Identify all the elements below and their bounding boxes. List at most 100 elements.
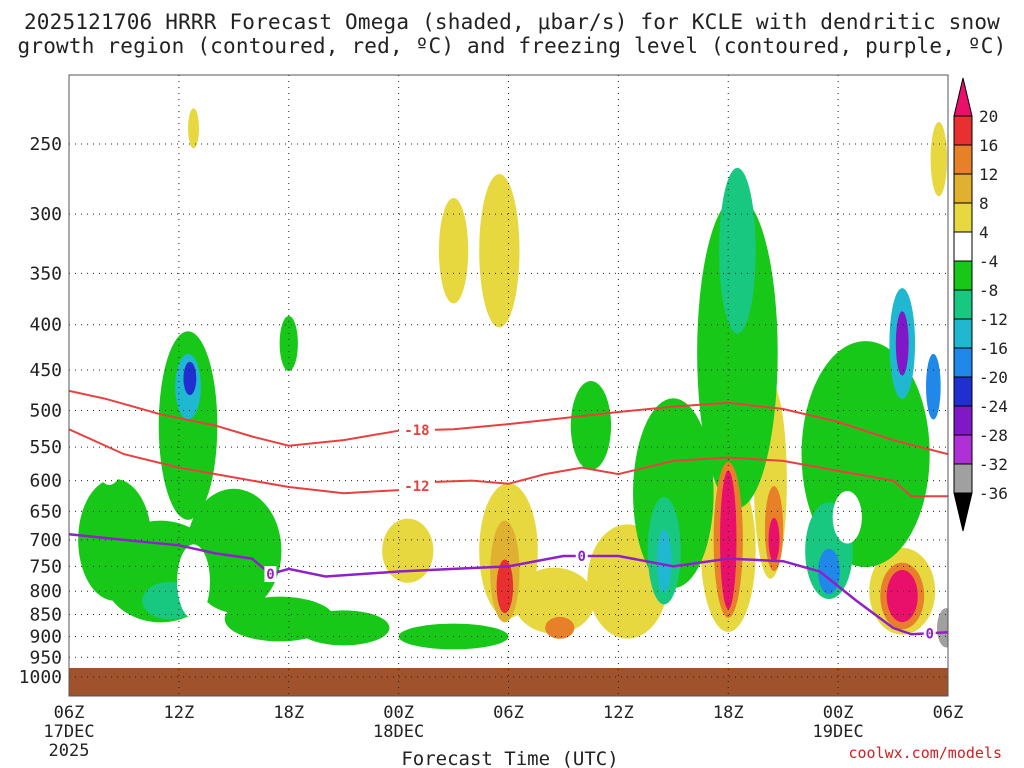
- colorbar-swatch-2: [953, 173, 973, 204]
- omega-region-37: [768, 517, 780, 562]
- x-tick-label-8: 06Z: [933, 703, 964, 723]
- colorbar-label-5: -4: [979, 252, 998, 271]
- colorbar-label-13: -36: [979, 484, 1008, 503]
- chart-title-line-2: growth region (contoured, red, ºC) and f…: [17, 34, 1007, 58]
- credit-link[interactable]: coolwx.com/models: [848, 744, 1002, 762]
- freezing-label-bg-0: [264, 566, 277, 583]
- x-tick-label-4: 06Z: [493, 703, 524, 723]
- dgz-label-1: -12: [404, 479, 429, 495]
- y-tick-label-700: 700: [29, 530, 62, 551]
- y-tick-label-850: 850: [29, 605, 62, 626]
- dgz-label-0: -18: [404, 423, 429, 439]
- freezing-level-contour: [69, 533, 948, 636]
- colorbar-swatch-3: [953, 202, 973, 233]
- y-tick-label-350: 350: [29, 263, 62, 284]
- omega-hole-2: [832, 490, 862, 544]
- omega-hole-1: [177, 544, 211, 619]
- x-tick-date-0: 17DEC: [43, 722, 94, 742]
- omega-region-10: [930, 121, 948, 197]
- y-tick-label-250: 250: [29, 134, 62, 155]
- y-tick-label-300: 300: [29, 204, 62, 225]
- omega-region-42: [895, 311, 909, 376]
- colorbar-label-4: 4: [979, 223, 989, 242]
- omega-region-1: [382, 518, 434, 583]
- plot-frame: [68, 74, 949, 697]
- omega-region-25: [545, 616, 575, 639]
- grid-lines: [68, 75, 949, 696]
- colorbar-swatch-4: [953, 231, 973, 262]
- omega-region-41: [183, 361, 197, 396]
- omega-region-40: [886, 569, 918, 623]
- omega-region-2: [479, 174, 520, 328]
- x-axis-label: Forecast Time (UTC): [401, 748, 618, 768]
- omega-region-33: [496, 559, 514, 614]
- omega-region-20: [570, 381, 612, 471]
- y-tick-label-400: 400: [29, 315, 62, 336]
- y-tick-label-650: 650: [29, 501, 62, 522]
- x-tick-label-0: 06Z: [54, 703, 85, 723]
- colorbar-swatch-5: [953, 260, 973, 291]
- colorbar-bottom-arrow: [953, 492, 973, 532]
- colorbar-label-2: 12: [979, 165, 998, 184]
- freezing-label-2: 0: [925, 626, 933, 642]
- chart-title-line-1: 2025121706 HRRR Forecast Omega (shaded, …: [23, 10, 1001, 34]
- contour-lines: [69, 389, 948, 636]
- x-tick-label-7: 00Z: [823, 703, 854, 723]
- colorbar-swatch-9: [953, 376, 973, 407]
- y-tick-label-750: 750: [29, 556, 62, 577]
- omega-region-39: [926, 353, 941, 420]
- colorbar-label-12: -32: [979, 455, 1008, 474]
- y-tick-label-800: 800: [29, 581, 62, 602]
- x-tick-year-0: 2025: [49, 741, 90, 761]
- colorbar-swatch-7: [953, 318, 973, 349]
- omega-region-16: [297, 610, 390, 646]
- y-tick-label-600: 600: [29, 471, 62, 492]
- y-axis: 2503003504004505005506006507007508008509…: [19, 134, 62, 688]
- y-tick-label-450: 450: [29, 360, 62, 381]
- colorbar-swatch-12: [953, 463, 973, 494]
- colorbar-label-6: -8: [979, 281, 998, 300]
- omega-hole-0: [94, 423, 124, 486]
- x-tick-label-6: 18Z: [713, 703, 744, 723]
- colorbar-label-7: -12: [979, 310, 1008, 329]
- y-tick-label-500: 500: [29, 401, 62, 422]
- omega-region-5: [513, 567, 595, 634]
- x-tick-date-7: 19DEC: [813, 722, 864, 742]
- colorbar: 20 16 12 8 4 -4 -8 -12 -16 -20 -24 -28 -32 -36: [953, 77, 1008, 532]
- colorbar-label-8: -16: [979, 339, 1008, 358]
- x-tick-date-3: 18DEC: [373, 722, 424, 742]
- colorbar-swatch-1: [953, 144, 973, 175]
- x-tick-label-2: 18Z: [273, 703, 304, 723]
- colorbar-top-arrow: [953, 77, 973, 117]
- colorbar-swatch-11: [953, 434, 973, 465]
- contour-labels: -18 -12 0 0 0: [264, 422, 936, 642]
- omega-region-36: [720, 470, 737, 610]
- y-tick-label-550: 550: [29, 437, 62, 458]
- y-tick-label-1000: 1000: [19, 667, 62, 688]
- x-tick-label-3: 00Z: [383, 703, 414, 723]
- colorbar-swatch-6: [953, 289, 973, 320]
- omega-region-14: [186, 488, 282, 613]
- omega-region-17: [279, 315, 298, 371]
- dgz-contour-1: [69, 428, 948, 498]
- omega-region-22: [697, 197, 778, 509]
- y-tick-label-900: 900: [29, 626, 62, 647]
- omega-region-34: [656, 529, 672, 593]
- colorbar-label-9: -20: [979, 368, 1008, 387]
- x-tick-label-1: 12Z: [164, 703, 195, 723]
- colorbar-swatch-10: [953, 405, 973, 436]
- freezing-label-bg-2: [923, 625, 936, 642]
- dgz-contour-0: [69, 389, 948, 456]
- colorbar-swatch-8: [953, 347, 973, 378]
- omega-region-3: [438, 197, 469, 304]
- colorbar-label-11: -28: [979, 426, 1008, 445]
- dgz-label-bg-1: [398, 478, 435, 495]
- colorbar-label-10: -24: [979, 397, 1008, 416]
- colorbar-label-1: 16: [979, 136, 998, 155]
- omega-region-43: [937, 608, 948, 648]
- omega-region-27: [719, 167, 756, 334]
- y-tick-label-950: 950: [29, 647, 62, 668]
- freezing-label-bg-1: [575, 548, 588, 565]
